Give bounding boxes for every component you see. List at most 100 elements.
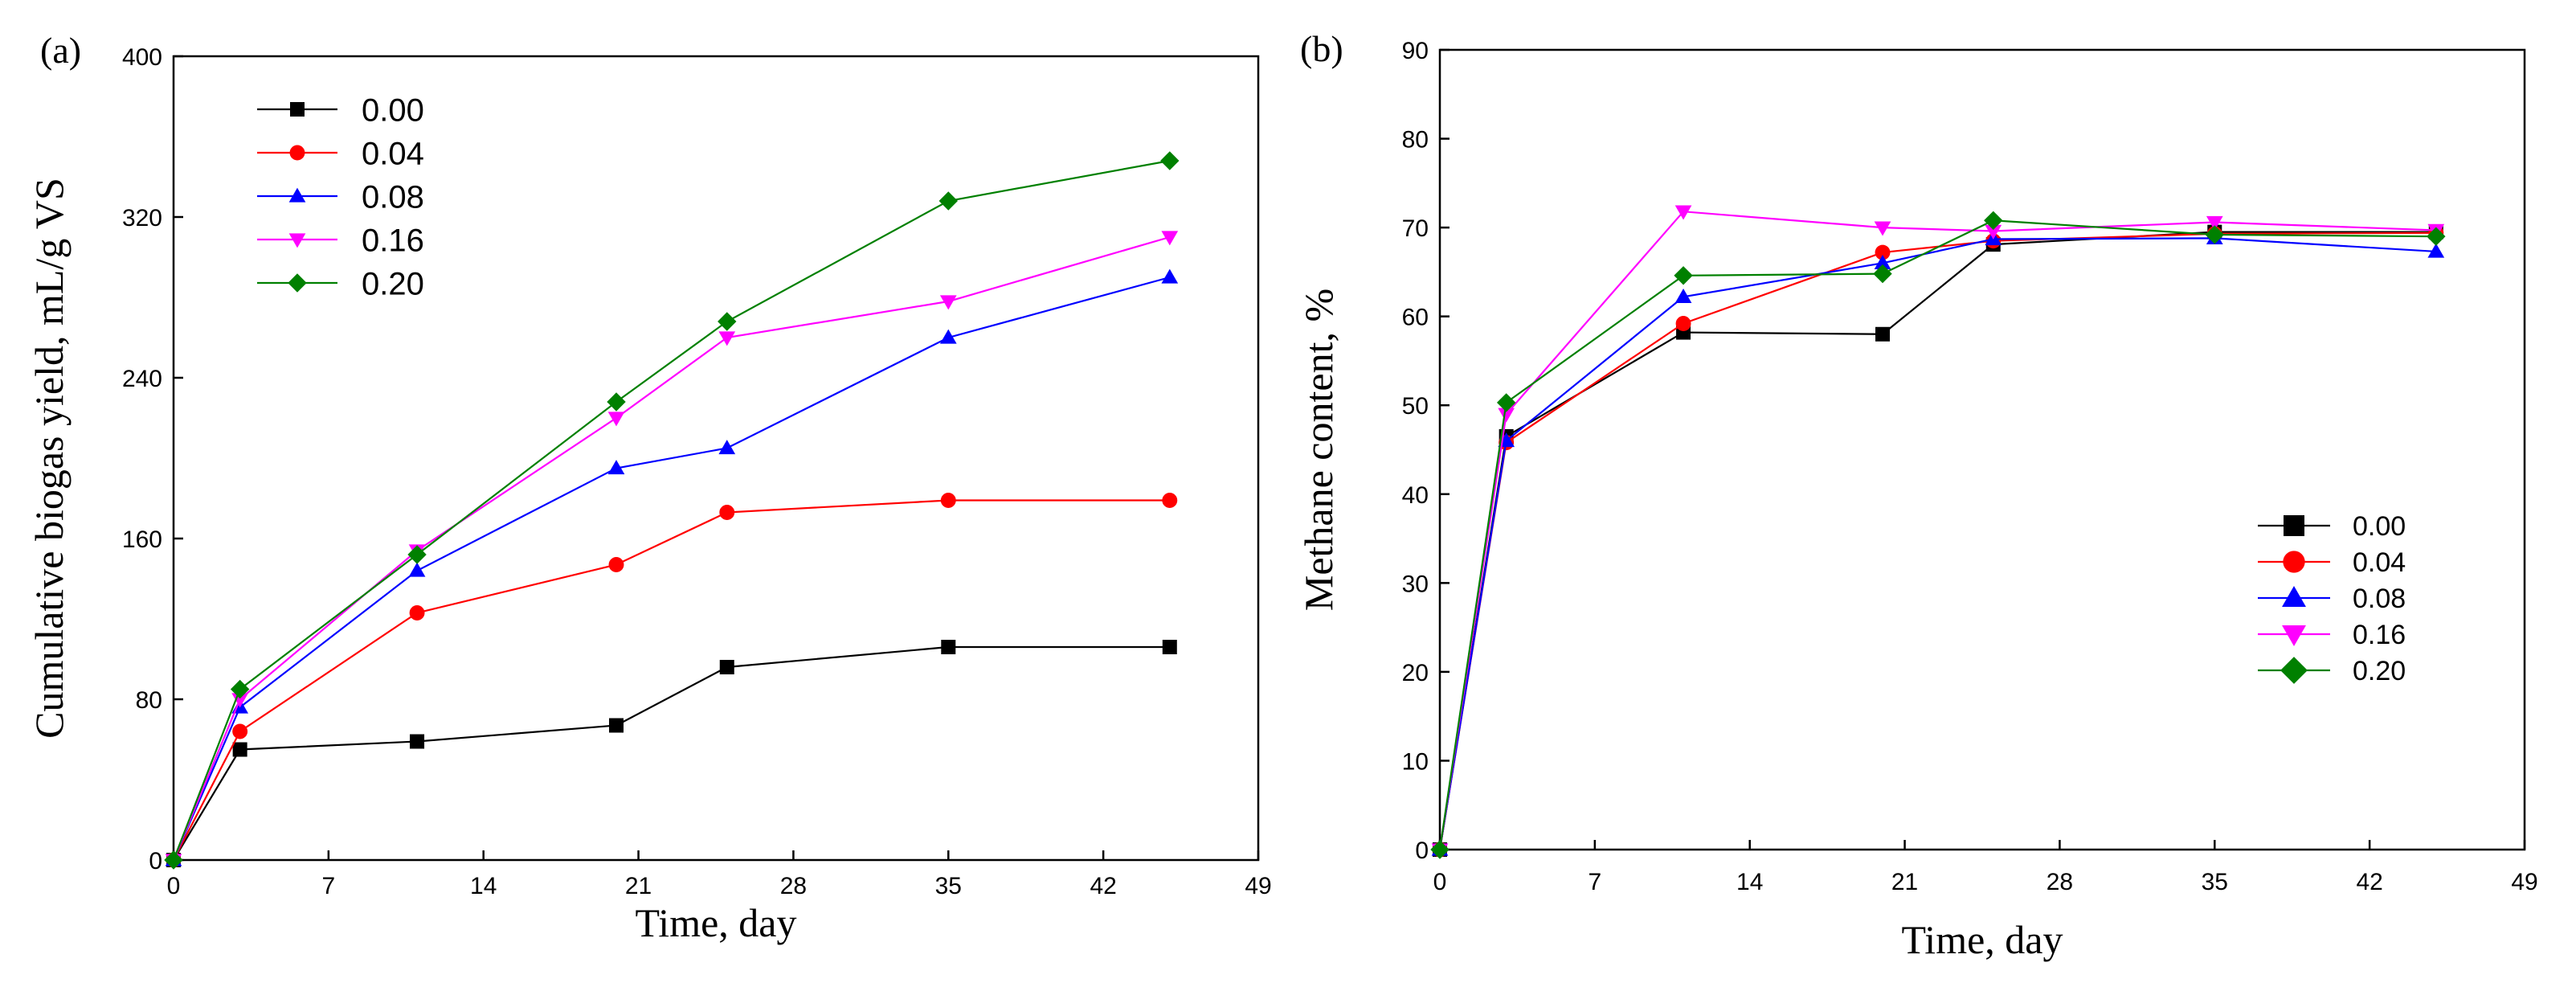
chart-a-x-tick-label: 49: [1245, 873, 1271, 899]
chart-b-series-1-point: [1875, 244, 1891, 260]
chart-b-y-tick-label: 0: [1415, 838, 1429, 864]
chart-b-legend-marker-1: [2283, 551, 2305, 573]
chart-b-y-tick-label: 10: [1402, 748, 1429, 775]
chart-b-legend-label-3: 0.16: [2353, 620, 2406, 650]
chart-b-x-axis-title: Time, day: [1902, 917, 2063, 962]
chart-b-legend-marker-4: [2280, 657, 2308, 684]
chart-a-legend-marker-3: [288, 233, 306, 248]
chart-a-legend-marker-1: [289, 145, 305, 161]
chart-a-series-4-point: [607, 392, 626, 412]
chart-b-series-3-point: [1985, 224, 2002, 240]
chart-a-series-0-point: [719, 660, 734, 674]
chart-b-y-tick-label: 30: [1402, 571, 1429, 597]
chart-a-series-4-point: [938, 191, 958, 211]
chart-a-series-1-point: [232, 723, 248, 739]
chart-panel-b: (b) 0 7 14 21 28 35 42 49 0 10 20 30 40 50 60 70 80 90 Time…: [1296, 28, 2538, 962]
chart-a-series-3-point: [1161, 231, 1179, 246]
chart-a-series-3-point: [607, 412, 625, 427]
chart-a-x-tick-label: 7: [322, 873, 336, 899]
chart-panel-a: (a) 0 7 14 21 28 35 42 49 0 80 160 240 320 400 Time, da…: [27, 30, 1272, 945]
chart-a-plot-frame: [172, 55, 1260, 862]
chart-a-series-1-point: [1162, 493, 1178, 508]
chart-a-series-1-point: [608, 557, 624, 572]
chart-b-y-tick-label: 90: [1402, 38, 1429, 64]
chart-b-series-0-point: [1875, 326, 1891, 342]
chart-a-series-0-line: [173, 645, 1170, 861]
chart-a-series-4-point: [718, 312, 737, 331]
chart-b-legend-label-0: 0.00: [2353, 511, 2406, 542]
chart-a-legend-label-1: 0.04: [362, 136, 424, 171]
chart-a-x-axis-title: Time, day: [636, 900, 797, 945]
chart-b-x-tick-label: 21: [1891, 869, 1918, 895]
chart-b-x-tick-label: 28: [2046, 869, 2073, 895]
chart-b-series-3-point: [1874, 221, 1891, 236]
chart-b-series-0-line: [1438, 231, 2436, 850]
chart-b-y-tick-label: 20: [1402, 660, 1429, 686]
chart-b-plot-frame: [1438, 48, 2526, 851]
chart-a-series-3-point: [718, 331, 736, 346]
chart-b-legend-label-1: 0.04: [2353, 547, 2406, 578]
chart-b-series-4-point: [2205, 225, 2224, 244]
chart-b-series-2-point: [1674, 288, 1692, 303]
chart-a-legend-label-0: 0.00: [362, 92, 424, 128]
chart-a-series-3-point: [231, 693, 249, 708]
chart-a-series-3-point: [939, 295, 957, 310]
chart-b-legend-marker-0: [2284, 515, 2304, 536]
chart-a-x-tick-label: 42: [1090, 873, 1116, 899]
chart-b-y-tick-label: 70: [1402, 215, 1429, 242]
chart-b-y-axis-title: Methane content, %: [1296, 289, 1341, 611]
chart-a-series-2-line: [172, 276, 1171, 861]
chart-a-y-tick-label: 160: [122, 526, 162, 553]
chart-b-x-tick-label: 42: [2356, 869, 2382, 895]
chart-a-series-4-point: [407, 545, 427, 564]
chart-a-series-2-point: [718, 440, 736, 455]
chart-b-x-tick-label: 14: [1736, 869, 1763, 895]
chart-a-series-0-point: [410, 734, 425, 749]
chart-a-legend-marker-2: [288, 187, 306, 203]
chart-a-series-0-point: [609, 718, 624, 733]
chart-a-legend-label-4: 0.20: [362, 266, 424, 301]
chart-b-y-tick-label: 80: [1402, 127, 1429, 154]
chart-b-series-1-line: [1438, 231, 2436, 850]
chart-b-series-4-point: [2427, 227, 2446, 246]
chart-b-series-2-line: [1438, 237, 2436, 850]
chart-b-series-4-point: [1430, 840, 1450, 859]
chart-b-x-tick-label: 49: [2511, 869, 2537, 895]
chart-a-series-2-point: [607, 460, 625, 475]
chart-a-legend-label-3: 0.16: [362, 223, 424, 258]
chart-a-series-3-line: [172, 236, 1171, 861]
chart-b-series-4-point: [1674, 266, 1693, 285]
chart-a-legend-label-2: 0.08: [362, 179, 424, 215]
chart-a-legend-marker-4: [288, 273, 307, 293]
chart-a-y-tick-label: 320: [122, 205, 162, 231]
chart-a-x-tick-label: 14: [470, 873, 497, 899]
chart-a-y-tick-label: 400: [122, 44, 162, 71]
chart-a-series-0-point: [1162, 640, 1177, 654]
chart-a-y-axis-title: Cumulative biogas yield, mL/g VS: [27, 178, 72, 739]
chart-b-legend-label-2: 0.08: [2353, 584, 2406, 614]
chart-b-x-tick-label: 7: [1589, 869, 1602, 895]
chart-b-y-tick-label: 50: [1402, 393, 1429, 420]
chart-a-series-4-point: [230, 679, 250, 699]
chart-a-x-tick-label: 21: [625, 873, 652, 899]
chart-a-x-tick-label: 0: [167, 873, 181, 899]
chart-b-legend-marker-2: [2282, 586, 2306, 608]
chart-b-x-tick-label: 0: [1433, 869, 1447, 895]
chart-a-series-1-point: [409, 605, 425, 621]
chart-a-legend-marker-0: [290, 102, 305, 117]
chart-a-x-tick-label: 35: [935, 873, 962, 899]
chart-b-series-4-point: [1496, 393, 1516, 412]
chart-b-x-tick-label: 35: [2202, 869, 2228, 895]
chart-b-series-3-point: [2206, 215, 2223, 231]
chart-a-series-4-line: [172, 159, 1170, 861]
chart-b-series-4-point: [1873, 264, 1892, 284]
chart-b-legend-label-4: 0.20: [2353, 656, 2406, 686]
chart-a-series-2-point: [408, 562, 426, 577]
chart-a-series-2-point: [1161, 268, 1179, 284]
chart-a-panel-label: (a): [40, 30, 81, 71]
chart-b-series-2-point: [2427, 243, 2445, 258]
chart-b-legend-marker-3: [2282, 625, 2306, 646]
chart-a-y-tick-label: 80: [136, 687, 162, 714]
chart-a-series-1-line: [173, 499, 1170, 861]
